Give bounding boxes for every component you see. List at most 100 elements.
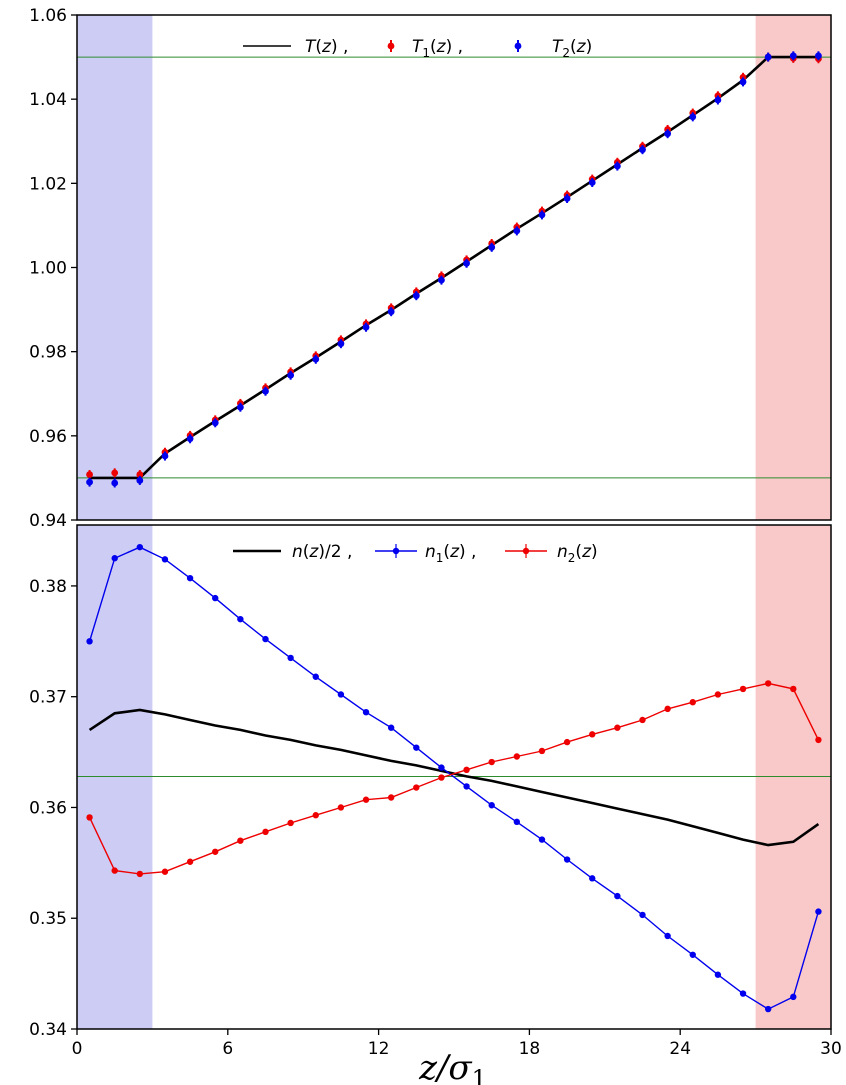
data-point-n2z xyxy=(86,814,93,821)
data-point-t2z xyxy=(588,179,596,186)
data-point-n1z xyxy=(538,836,546,843)
data-point-n1z xyxy=(362,709,370,716)
legend-label-0: T(z) , xyxy=(305,37,348,57)
data-point-t2z xyxy=(337,340,345,348)
data-point-n1z xyxy=(764,1005,772,1013)
data-point-t2z xyxy=(287,371,295,379)
data-point-n1z xyxy=(639,911,646,919)
series-line-n1z xyxy=(88,546,820,1010)
data-point-n2z xyxy=(136,870,144,878)
data-point-n2z xyxy=(790,685,797,693)
data-point-n1z xyxy=(790,993,797,1001)
data-point-n2z xyxy=(664,705,671,713)
y-tick-label: 0.98 xyxy=(29,343,67,363)
data-point-n1z xyxy=(387,724,395,731)
data-point-n2z xyxy=(714,691,722,698)
legend-label-2: n2(z) xyxy=(557,542,598,565)
data-point-t2z xyxy=(438,276,445,284)
data-point-t2z xyxy=(488,243,496,251)
legend-marker-1 xyxy=(392,547,400,555)
data-point-n1z xyxy=(186,574,194,582)
data-point-n1z xyxy=(614,892,621,900)
data-point-n1z xyxy=(161,556,169,563)
data-point-t2z xyxy=(815,52,822,60)
data-point-n1z xyxy=(438,764,445,771)
data-point-n1z xyxy=(513,818,521,826)
data-point-n1z xyxy=(563,856,571,863)
data-point-n2z xyxy=(513,753,521,760)
x-tick-label: 30 xyxy=(820,1039,842,1059)
legend-marker-1 xyxy=(387,42,395,50)
data-point-n1z xyxy=(463,783,470,790)
data-point-n2z xyxy=(463,766,470,773)
series-line-n2z xyxy=(88,682,820,875)
data-point-n2z xyxy=(689,699,696,706)
data-point-n1z xyxy=(589,875,596,882)
data-point-t2z xyxy=(161,452,169,460)
data-point-n2z xyxy=(563,738,571,746)
data-point-n2z xyxy=(614,724,621,731)
data-point-t2z xyxy=(714,96,722,104)
data-point-n1z xyxy=(739,990,747,997)
x-tick-label: 24 xyxy=(669,1039,691,1059)
data-point-t2z xyxy=(136,477,144,484)
data-point-n2z xyxy=(438,774,445,781)
data-point-n2z xyxy=(764,680,772,687)
axes-frame xyxy=(76,524,832,1030)
data-point-t2z xyxy=(764,53,772,61)
data-point-n2z xyxy=(815,736,822,744)
data-point-n2z xyxy=(739,685,747,693)
data-point-n2z xyxy=(589,731,596,738)
data-point-n2z xyxy=(237,837,244,844)
data-point-n2z xyxy=(186,858,194,865)
data-point-n2z xyxy=(212,848,219,855)
data-point-t2z xyxy=(739,78,747,86)
x-tick-label: 18 xyxy=(519,1039,541,1059)
shaded-region-hot xyxy=(755,15,831,520)
data-point-n2z xyxy=(287,819,294,827)
data-point-n1z xyxy=(86,638,93,645)
data-point-n1z xyxy=(664,932,671,940)
data-point-t2z xyxy=(412,292,420,300)
y-tick-label: 0.37 xyxy=(29,688,67,708)
axes-frame xyxy=(76,14,832,521)
data-point-t2z xyxy=(312,355,320,363)
y-tick-label: 1.02 xyxy=(29,174,67,194)
legend-label-1: n1(z) , xyxy=(425,542,476,565)
data-point-n2z xyxy=(312,812,319,819)
data-point-n1z xyxy=(111,555,118,562)
legend-marker-2 xyxy=(522,547,530,555)
y-tick-label: 0.35 xyxy=(29,909,67,929)
y-tick-label: 1.06 xyxy=(29,6,67,26)
data-point-n1z xyxy=(262,635,269,643)
y-tick-label: 0.96 xyxy=(29,427,67,447)
data-point-t2z xyxy=(111,479,119,487)
data-point-n2z xyxy=(488,758,495,766)
data-point-t1z xyxy=(136,471,144,478)
data-point-n1z xyxy=(287,654,294,662)
data-point-n2z xyxy=(387,794,395,801)
data-point-n1z xyxy=(413,744,420,751)
x-tick-label: 0 xyxy=(72,1039,83,1059)
y-tick-label: 0.36 xyxy=(29,798,67,818)
data-point-t2z xyxy=(513,227,521,235)
data-point-n1z xyxy=(488,802,495,809)
data-point-t2z xyxy=(563,195,571,202)
data-point-n2z xyxy=(161,868,169,875)
legend-marker-2 xyxy=(514,42,522,50)
series-line-tz xyxy=(89,55,819,480)
data-point-t2z xyxy=(639,146,646,154)
data-point-t2z xyxy=(789,52,797,60)
data-point-t2z xyxy=(86,478,93,486)
data-point-t1z xyxy=(86,471,93,478)
data-point-n2z xyxy=(111,867,118,874)
y-tick-label: 0.34 xyxy=(29,1020,67,1040)
y-tick-label: 1.04 xyxy=(29,90,67,110)
data-point-t1z xyxy=(111,469,119,477)
data-point-t2z xyxy=(664,130,672,138)
x-tick-label: 6 xyxy=(222,1039,233,1059)
y-tick-label: 1.00 xyxy=(29,259,67,279)
data-point-t2z xyxy=(613,162,621,170)
y-tick-label: 0.94 xyxy=(29,511,67,531)
